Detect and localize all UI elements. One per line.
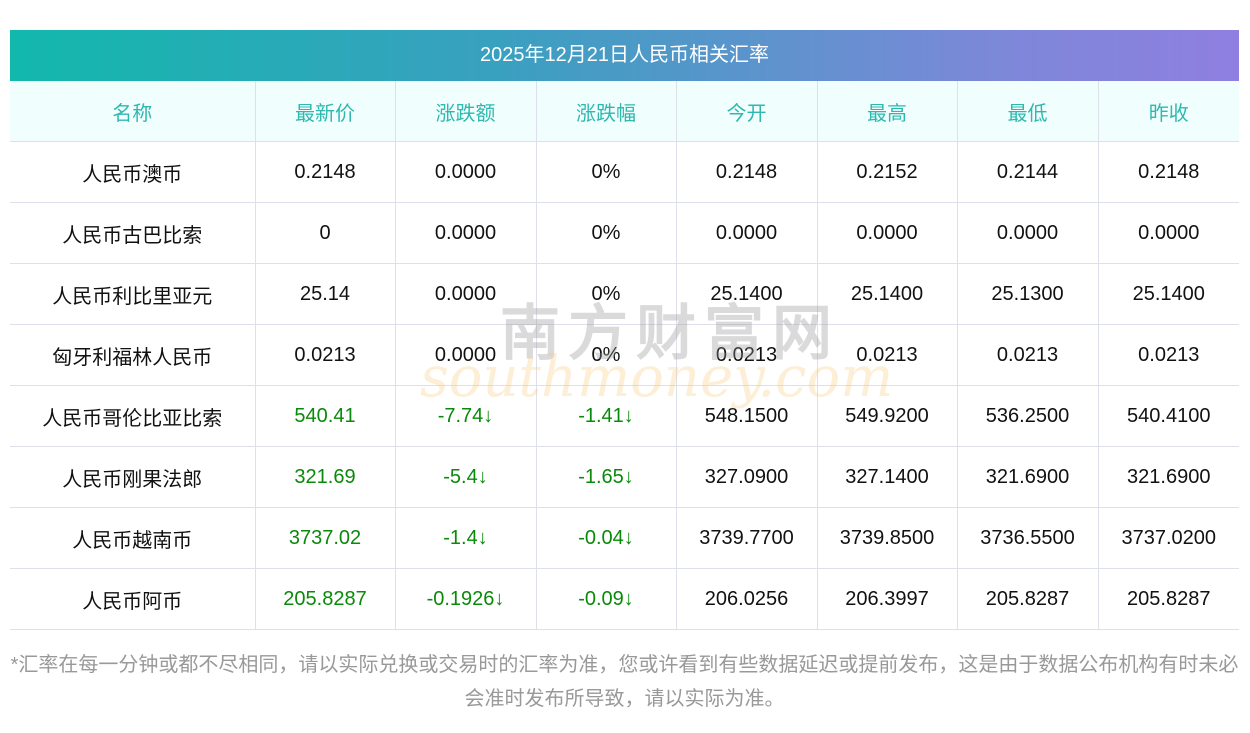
cell-latest: 0.2148: [254, 141, 396, 203]
column-header: 涨跌幅: [535, 81, 677, 142]
table-row: 人民币哥伦比亚比索 540.41 -7.74↓ -1.41↓ 548.1500 549.9…: [10, 385, 1239, 447]
cell-high: 3739.8500: [816, 507, 958, 569]
cell-latest: 3737.02: [254, 507, 396, 569]
cell-change: 0.0000: [394, 263, 537, 325]
column-header: 最低: [956, 81, 1099, 142]
cell-latest: 25.14: [254, 263, 396, 325]
cell-low: 0.0213: [956, 324, 1099, 386]
cell-change: -1.4↓: [394, 507, 537, 569]
cell-latest: 205.8287: [254, 568, 396, 630]
cell-name: 人民币阿币: [10, 568, 256, 630]
cell-prev: 0.0000: [1097, 202, 1239, 264]
cell-pct: 0%: [535, 202, 677, 264]
table-row: 人民币阿币 205.8287 -0.1926↓ -0.09↓ 206.0256 206.3…: [10, 568, 1239, 630]
cell-high: 327.1400: [816, 446, 958, 508]
cell-pct: -0.04↓: [535, 507, 677, 569]
cell-high: 25.1400: [816, 263, 958, 325]
disclaimer-note: *汇率在每一分钟或都不尽相同，请以实际兑换或交易时的汇率为准，您或许看到有些数据…: [10, 654, 1239, 710]
header-row: 名称 最新价 涨跌额 涨跌幅 今开 最高 最低 昨收: [10, 81, 1239, 142]
column-header: 今开: [675, 81, 818, 142]
cell-open: 25.1400: [675, 263, 818, 325]
cell-high: 0.0213: [816, 324, 958, 386]
table-row: 匈牙利福林人民币 0.0213 0.0000 0% 0.0213 0.0213 0.0213…: [10, 324, 1239, 386]
table-title: 2025年12月21日人民币相关汇率: [10, 30, 1239, 81]
cell-open: 327.0900: [675, 446, 818, 508]
cell-pct: -1.65↓: [535, 446, 677, 508]
cell-name: 人民币越南币: [10, 507, 256, 569]
rate-table-panel: 2025年12月21日人民币相关汇率 名称 最新价 涨跌额 涨跌幅 今开 最高 最低 昨收 人…: [10, 30, 1239, 630]
cell-name: 人民币澳币: [10, 141, 256, 203]
cell-name: 人民币哥伦比亚比索: [10, 385, 256, 447]
cell-open: 0.2148: [675, 141, 818, 203]
cell-name: 人民币刚果法郎: [10, 446, 256, 508]
cell-change: -0.1926↓: [394, 568, 537, 630]
cell-change: 0.0000: [394, 324, 537, 386]
cell-name: 人民币利比里亚元: [10, 263, 256, 325]
cell-name: 匈牙利福林人民币: [10, 324, 256, 386]
cell-low: 536.2500: [956, 385, 1099, 447]
cell-open: 548.1500: [675, 385, 818, 447]
cell-prev: 321.6900: [1097, 446, 1239, 508]
cell-prev: 540.4100: [1097, 385, 1239, 447]
cell-name: 人民币古巴比索: [10, 202, 256, 264]
cell-high: 206.3997: [816, 568, 958, 630]
cell-low: 321.6900: [956, 446, 1099, 508]
cell-low: 205.8287: [956, 568, 1099, 630]
cell-high: 0.2152: [816, 141, 958, 203]
cell-change: 0.0000: [394, 202, 537, 264]
cell-latest: 0.0213: [254, 324, 396, 386]
cell-low: 0.0000: [956, 202, 1099, 264]
column-header: 最高: [816, 81, 958, 142]
cell-latest: 540.41: [254, 385, 396, 447]
cell-prev: 205.8287: [1097, 568, 1239, 630]
cell-prev: 3737.0200: [1097, 507, 1239, 569]
cell-open: 206.0256: [675, 568, 818, 630]
table-row: 人民币利比里亚元 25.14 0.0000 0% 25.1400 25.1400 25.13…: [10, 263, 1239, 325]
cell-pct: -1.41↓: [535, 385, 677, 447]
table-row: 人民币澳币 0.2148 0.0000 0% 0.2148 0.2152 0.2144 0.2…: [10, 141, 1239, 203]
cell-prev: 0.0213: [1097, 324, 1239, 386]
table-row: 人民币越南币 3737.02 -1.4↓ -0.04↓ 3739.7700 3739.85…: [10, 507, 1239, 569]
cell-low: 25.1300: [956, 263, 1099, 325]
cell-pct: -0.09↓: [535, 568, 677, 630]
cell-prev: 0.2148: [1097, 141, 1239, 203]
cell-low: 3736.5500: [956, 507, 1099, 569]
rate-table: 名称 最新价 涨跌额 涨跌幅 今开 最高 最低 昨收 人民币澳币 0.2148 0.0000 0% 0…: [10, 81, 1239, 630]
cell-change: -7.74↓: [394, 385, 537, 447]
cell-open: 3739.7700: [675, 507, 818, 569]
cell-high: 549.9200: [816, 385, 958, 447]
cell-low: 0.2144: [956, 141, 1099, 203]
column-header: 名称: [10, 81, 256, 142]
table-row: 人民币古巴比索 0 0.0000 0% 0.0000 0.0000 0.0000 0.0000: [10, 202, 1239, 264]
table-row: 人民币刚果法郎 321.69 -5.4↓ -1.65↓ 327.0900 327.1400…: [10, 446, 1239, 508]
cell-open: 0.0000: [675, 202, 818, 264]
cell-open: 0.0213: [675, 324, 818, 386]
cell-latest: 321.69: [254, 446, 396, 508]
column-header: 昨收: [1097, 81, 1239, 142]
column-header: 涨跌额: [394, 81, 537, 142]
cell-high: 0.0000: [816, 202, 958, 264]
cell-prev: 25.1400: [1097, 263, 1239, 325]
cell-pct: 0%: [535, 263, 677, 325]
column-header: 最新价: [254, 81, 396, 142]
cell-change: -5.4↓: [394, 446, 537, 508]
cell-latest: 0: [254, 202, 396, 264]
cell-change: 0.0000: [394, 141, 537, 203]
cell-pct: 0%: [535, 324, 677, 386]
cell-pct: 0%: [535, 141, 677, 203]
